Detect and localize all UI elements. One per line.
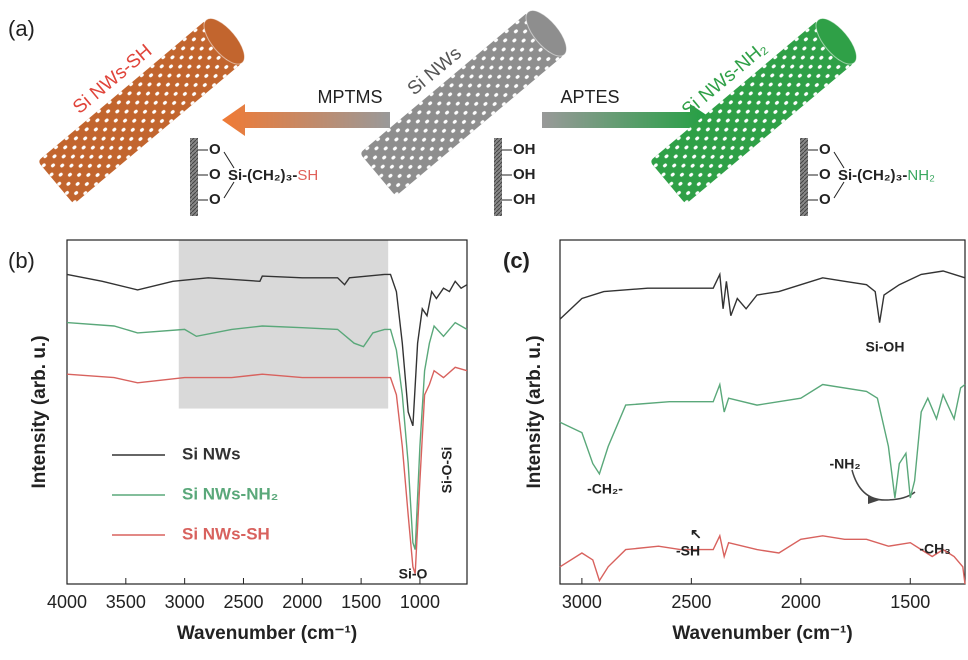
panel-label: (a): [8, 16, 35, 41]
arrow: [222, 104, 390, 136]
nanowire: Si NWs: [359, 9, 567, 197]
bond: [223, 181, 235, 199]
x-tick-label: 2500: [223, 592, 263, 612]
chem-group: O: [819, 191, 831, 208]
tube-end: [525, 9, 567, 57]
plot-frame: [559, 239, 966, 585]
y-axis-label: Intensity (arb. u.): [29, 335, 50, 488]
x-tick-label: 1500: [341, 592, 381, 612]
x-tick-label: 3000: [165, 592, 205, 612]
chem-group: OH: [513, 141, 536, 158]
end-group: NH₂: [907, 167, 935, 184]
x-tick-label: 3000: [562, 592, 602, 612]
annotation: -CH₃: [919, 541, 950, 557]
tube-pores: [649, 19, 855, 205]
chain: Si-(CH₂)₃-: [228, 167, 297, 184]
end-group: SH: [297, 167, 318, 184]
x-tick-label: 2500: [671, 592, 711, 612]
x-tick-label: 1500: [890, 592, 930, 612]
chem-group: O: [819, 166, 831, 183]
panel-label: (b): [8, 248, 35, 273]
chem-group: O: [209, 166, 221, 183]
tube-end: [203, 17, 245, 65]
annotation: Si-O: [399, 566, 428, 582]
chain: Si-(CH₂)₃-: [838, 167, 907, 184]
tube-end: [815, 17, 857, 65]
x-tick-label: 3500: [106, 592, 146, 612]
nanowire: Si NWs-SH: [37, 17, 245, 205]
annotation-arrow: ↖: [690, 526, 702, 542]
chem-chain: Si-(CH₂)₃-NH₂: [838, 167, 935, 184]
reagent-label: MPTMS: [318, 87, 383, 107]
tube-pores: [359, 11, 565, 197]
annotation: Si-O-Si: [439, 447, 455, 494]
substrate: [494, 138, 502, 216]
chem-chain: Si-(CH₂)₃-SH: [228, 167, 318, 184]
spectrum-line: [559, 533, 966, 585]
x-tick-label: 4000: [47, 592, 87, 612]
arrow-head: [868, 496, 880, 504]
arrow: [884, 491, 916, 501]
spectrum-line: [66, 321, 468, 550]
panel-label: (c): [503, 248, 530, 273]
legend-label: Si NWs-SH: [182, 524, 270, 543]
substrate: [190, 138, 198, 216]
spectrum-line: [559, 270, 966, 323]
chem-group: OH: [513, 191, 536, 208]
reagent-label: APTES: [560, 87, 619, 107]
spectrum-line: [66, 366, 468, 574]
chem-group: O: [209, 141, 221, 158]
chem-group: OH: [513, 166, 536, 183]
highlight-region: [178, 240, 389, 409]
legend-label: Si NWs: [182, 444, 241, 463]
annotation: -CH₂-: [587, 481, 623, 497]
bond: [223, 151, 235, 169]
plot-frame: [66, 239, 468, 585]
spectrum-line: [66, 273, 468, 427]
arrow: [542, 104, 714, 136]
tube-pores: [37, 19, 243, 205]
annotation: -SH: [676, 543, 700, 559]
substrate: [800, 138, 808, 216]
bond: [833, 151, 845, 169]
y-axis-label: Intensity (arb. u.): [524, 335, 545, 488]
legend-label: Si NWs-NH₂: [182, 484, 278, 503]
bond: [833, 181, 845, 199]
x-tick-label: 2000: [781, 592, 821, 612]
x-axis-label: Wavenumber (cm⁻¹): [672, 623, 852, 644]
chem-group: O: [209, 191, 221, 208]
x-tick-label: 1000: [400, 592, 440, 612]
chem-group: O: [819, 141, 831, 158]
arrow: [851, 469, 886, 501]
x-tick-label: 2000: [282, 592, 322, 612]
x-axis-label: Wavenumber (cm⁻¹): [177, 623, 357, 644]
annotation: -NH₂: [829, 456, 860, 472]
spectrum-line: [559, 381, 966, 499]
annotation: Si-OH: [866, 339, 905, 355]
